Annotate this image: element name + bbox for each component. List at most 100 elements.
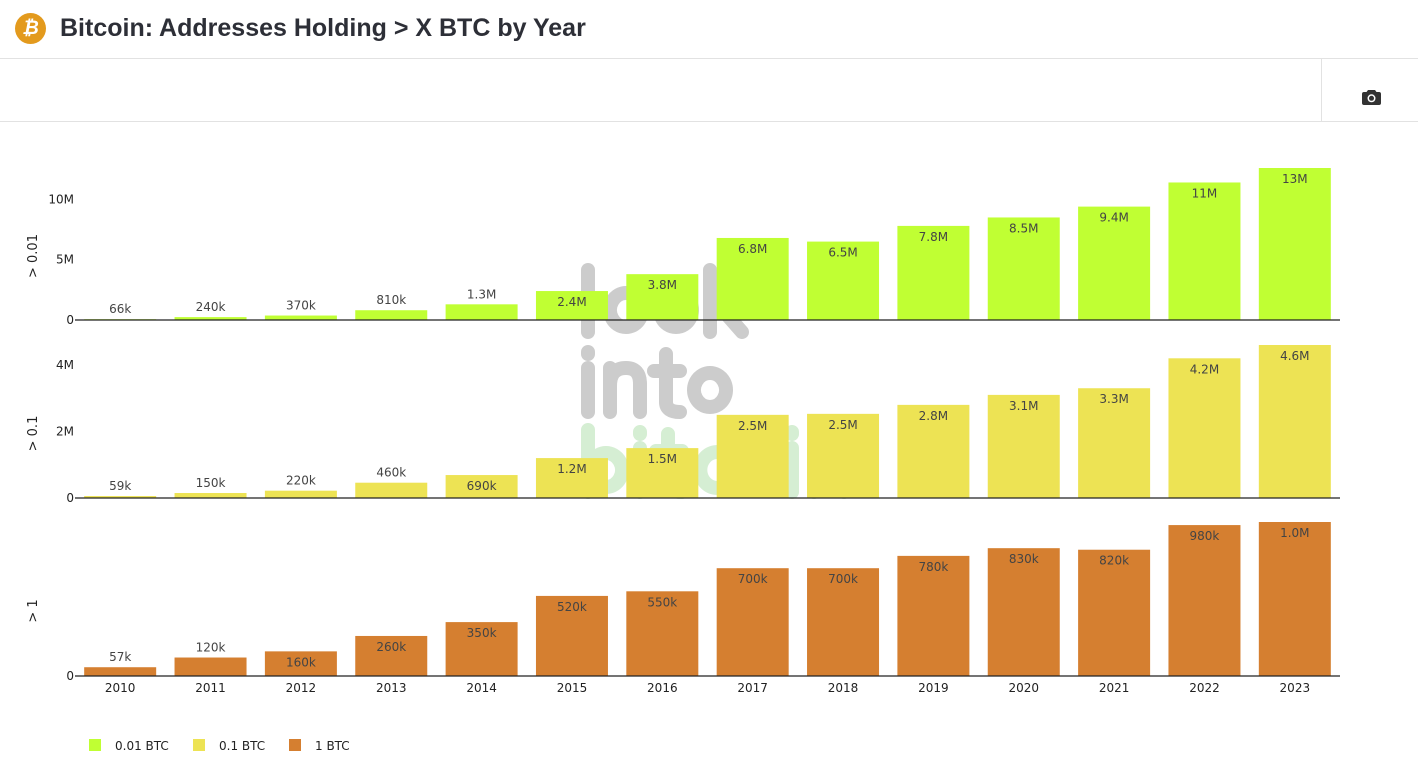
x-tick-label: 2011	[195, 681, 226, 695]
legend-item[interactable]: 0.01 BTC	[89, 739, 169, 753]
data-label: 3.8M	[648, 278, 677, 292]
y-tick-label: 4M	[56, 358, 74, 372]
data-label: 700k	[828, 572, 858, 586]
bar-2015[interactable]	[535, 458, 608, 498]
bar-2019[interactable]	[897, 404, 970, 498]
toolbar	[0, 59, 1418, 122]
bar-2010[interactable]	[84, 667, 157, 676]
bar-2022[interactable]	[1168, 182, 1241, 320]
data-label: 520k	[557, 600, 587, 614]
data-label: 6.8M	[738, 242, 767, 256]
bar-2014[interactable]	[445, 304, 518, 320]
bar-2020[interactable]	[987, 548, 1060, 676]
bar-2019[interactable]	[897, 225, 970, 320]
data-label: 7.8M	[919, 230, 948, 244]
bar-2011[interactable]	[174, 657, 247, 676]
data-label: 2.5M	[828, 418, 857, 432]
x-tick-label: 2017	[737, 681, 768, 695]
chart: 66k 240k 370k 810k 1.3M 2.4M 3.8M 6.8M 6.5M 7.8M 8…	[26, 168, 1340, 753]
y-tick-label: 5M	[56, 253, 74, 267]
data-label: 240k	[196, 300, 226, 314]
data-label: 6.5M	[828, 246, 857, 260]
bar-2016[interactable]	[626, 448, 699, 498]
x-tick-label: 2020	[1008, 681, 1039, 695]
bar-2020[interactable]	[987, 394, 1060, 498]
bar-2016[interactable]	[626, 591, 699, 676]
legend-label: 0.1 BTC	[219, 739, 265, 753]
bar-2023[interactable]	[1258, 168, 1331, 320]
data-label: 780k	[918, 560, 948, 574]
bar-2023[interactable]	[1258, 345, 1331, 498]
data-label: 150k	[196, 476, 226, 490]
bar-2021[interactable]	[1078, 549, 1151, 676]
y-tick-label: 10M	[48, 192, 74, 206]
toolbar-divider	[1321, 59, 1322, 121]
bar-2016[interactable]	[626, 274, 699, 320]
x-tick-label: 2015	[557, 681, 588, 695]
bar-2021[interactable]	[1078, 206, 1151, 320]
data-label: 2.5M	[738, 419, 767, 433]
y-tick-label: 0	[66, 313, 74, 327]
header: ₿ Bitcoin: Addresses Holding > X BTC by …	[0, 0, 1418, 59]
x-tick-label: 2012	[286, 681, 317, 695]
bar-2020[interactable]	[987, 217, 1060, 320]
data-label: 2.8M	[919, 409, 948, 423]
data-label: 350k	[467, 626, 497, 640]
data-label: 120k	[196, 641, 226, 655]
bar-2014[interactable]	[445, 622, 518, 676]
data-label: 820k	[1099, 554, 1129, 568]
data-label: 1.5M	[648, 452, 677, 466]
data-label: 370k	[286, 299, 316, 313]
data-label: 3.3M	[1099, 392, 1128, 406]
x-tick-label: 2014	[466, 681, 497, 695]
bar-2011[interactable]	[174, 493, 247, 498]
bar-2012[interactable]	[264, 490, 337, 498]
bar-2015[interactable]	[535, 595, 608, 676]
bar-2013[interactable]	[355, 482, 428, 498]
bar-2017[interactable]	[716, 414, 789, 498]
data-label: 810k	[376, 293, 406, 307]
bar-2023[interactable]	[1258, 522, 1331, 676]
data-label: 4.2M	[1190, 362, 1219, 376]
bar-2015[interactable]	[535, 291, 608, 320]
y-axis-title: > 0.01	[26, 234, 41, 278]
bar-2018[interactable]	[807, 568, 880, 676]
data-label: 1.2M	[557, 462, 586, 476]
camera-icon[interactable]	[1362, 89, 1381, 105]
bar-2022[interactable]	[1168, 525, 1241, 676]
page-title: Bitcoin: Addresses Holding > X BTC by Ye…	[60, 14, 586, 42]
bar-2018[interactable]	[807, 413, 880, 498]
bar-2017[interactable]	[716, 568, 789, 676]
x-tick-label: 2022	[1189, 681, 1220, 695]
bar-2018[interactable]	[807, 241, 880, 320]
y-tick-label: 0	[66, 491, 74, 505]
bar-2010[interactable]	[84, 496, 157, 498]
data-label: 260k	[376, 640, 406, 654]
legend-swatch	[193, 739, 205, 751]
bar-2012[interactable]	[264, 315, 337, 320]
data-label: 8.5M	[1009, 221, 1038, 235]
bar-2013[interactable]	[355, 635, 428, 676]
data-label: 220k	[286, 474, 316, 488]
data-label: 1.0M	[1280, 526, 1309, 540]
legend-item[interactable]: 1 BTC	[289, 739, 350, 753]
bar-2014[interactable]	[445, 475, 518, 498]
y-tick-label: 2M	[56, 424, 74, 438]
bar-2021[interactable]	[1078, 388, 1151, 498]
data-label: 9.4M	[1099, 211, 1128, 225]
bar-2019[interactable]	[897, 555, 970, 676]
data-label: 160k	[286, 655, 316, 669]
bar-2011[interactable]	[174, 317, 247, 320]
bar-2013[interactable]	[355, 310, 428, 320]
bar-2012[interactable]	[264, 651, 337, 676]
legend-item[interactable]: 0.1 BTC	[193, 739, 265, 753]
bar-2022[interactable]	[1168, 358, 1241, 498]
data-label: 13M	[1282, 172, 1308, 186]
data-label: 460k	[376, 466, 406, 480]
x-tick-label: 2021	[1099, 681, 1130, 695]
bar-2017[interactable]	[716, 237, 789, 320]
data-label: 4.6M	[1280, 349, 1309, 363]
data-label: 1.3M	[467, 287, 496, 301]
data-label: 66k	[109, 302, 131, 316]
x-tick-label: 2010	[105, 681, 136, 695]
